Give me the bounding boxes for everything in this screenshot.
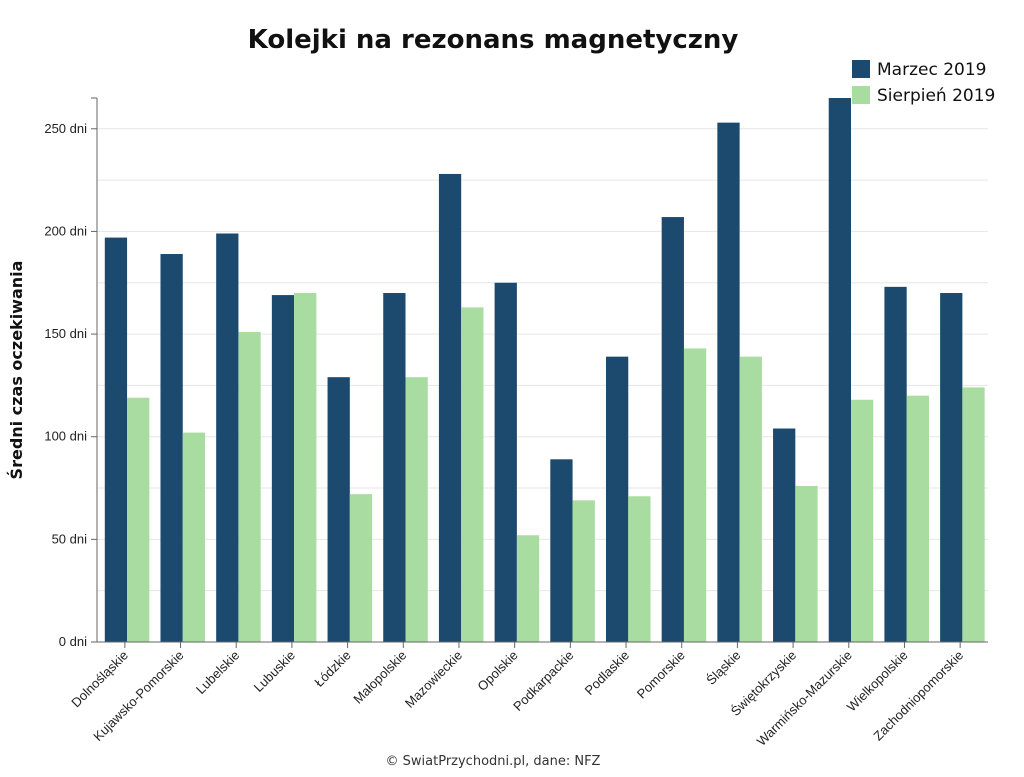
bar-marzec-4 (327, 377, 350, 642)
bar-marzec-2 (216, 233, 239, 642)
chart-title: Kolejki na rezonans magnetyczny (248, 25, 739, 55)
y-tick-label: 100 dni (44, 429, 87, 444)
bar-marzec-14 (884, 286, 907, 642)
x-tick-label: Podlaskie (582, 648, 632, 698)
legend-label: Sierpień 2019 (877, 86, 995, 106)
bar-marzec-10 (661, 217, 684, 642)
bar-sierpien-10 (683, 348, 707, 642)
x-tick-label: Łódzkie (311, 648, 353, 690)
y-tick-label: 200 dni (44, 223, 87, 238)
bar-sierpien-14 (906, 395, 929, 642)
bar-sierpien-7 (516, 535, 540, 642)
bar-sierpien-8 (572, 500, 595, 642)
legend-label: Marzec 2019 (877, 60, 986, 80)
x-tick-label: Opolskie (474, 648, 520, 694)
bar-marzec-11 (717, 122, 740, 642)
x-tick-label: Lubelskie (193, 648, 242, 697)
bar-marzec-9 (605, 356, 629, 642)
bar-sierpien-5 (405, 377, 428, 642)
bar-sierpien-2 (238, 332, 261, 642)
y-axis-label: Średni czas oczekiwania (7, 261, 26, 480)
x-tick-label: Warmińsko-Mazurskie (754, 648, 855, 749)
bar-marzec-6 (438, 173, 462, 642)
y-tick-label: 50 dni (52, 531, 88, 546)
bar-marzec-1 (160, 254, 183, 643)
x-tick-label: Pomorskie (634, 648, 688, 702)
legend: Marzec 2019 Sierpień 2019 (852, 60, 995, 106)
y-tick-label: 150 dni (44, 326, 87, 341)
bar-sierpien-13 (851, 399, 874, 642)
bar-sierpien-0 (127, 397, 150, 642)
bar-sierpien-6 (461, 307, 484, 642)
bar-marzec-3 (271, 295, 295, 642)
bar-sierpien-9 (628, 496, 651, 642)
bars (104, 98, 985, 643)
bar-marzec-15 (940, 293, 963, 642)
bar-marzec-0 (104, 237, 128, 642)
legend-swatch (852, 60, 870, 78)
axes (91, 97, 988, 643)
legend-swatch (852, 86, 870, 104)
bar-sierpien-11 (739, 356, 762, 642)
x-tick-label: Małopolskie (350, 648, 409, 707)
source-credit: © SwiatPrzychodni.pl, dane: NFZ (386, 754, 601, 769)
y-tick-label: 0 dni (59, 634, 87, 649)
y-tick-label: 250 dni (44, 121, 87, 136)
bar-sierpien-4 (349, 494, 373, 642)
bar-marzec-12 (773, 428, 796, 642)
x-tick-label: Śląskie (703, 648, 743, 688)
x-tick-label: Lubuskie (251, 648, 298, 695)
bar-sierpien-15 (962, 387, 985, 642)
bar-marzec-8 (550, 459, 573, 642)
bar-marzec-5 (383, 293, 406, 642)
bar-sierpien-3 (294, 293, 317, 642)
bar-marzec-13 (828, 98, 852, 642)
y-tick-labels: 0 dni 50 dni 100 dni 150 dni 200 dni 250 dni (44, 121, 97, 649)
bar-marzec-7 (494, 282, 517, 642)
bar-sierpien-1 (182, 432, 206, 642)
x-tick-label: Mazowieckie (402, 648, 465, 711)
bar-sierpien-12 (795, 485, 818, 642)
